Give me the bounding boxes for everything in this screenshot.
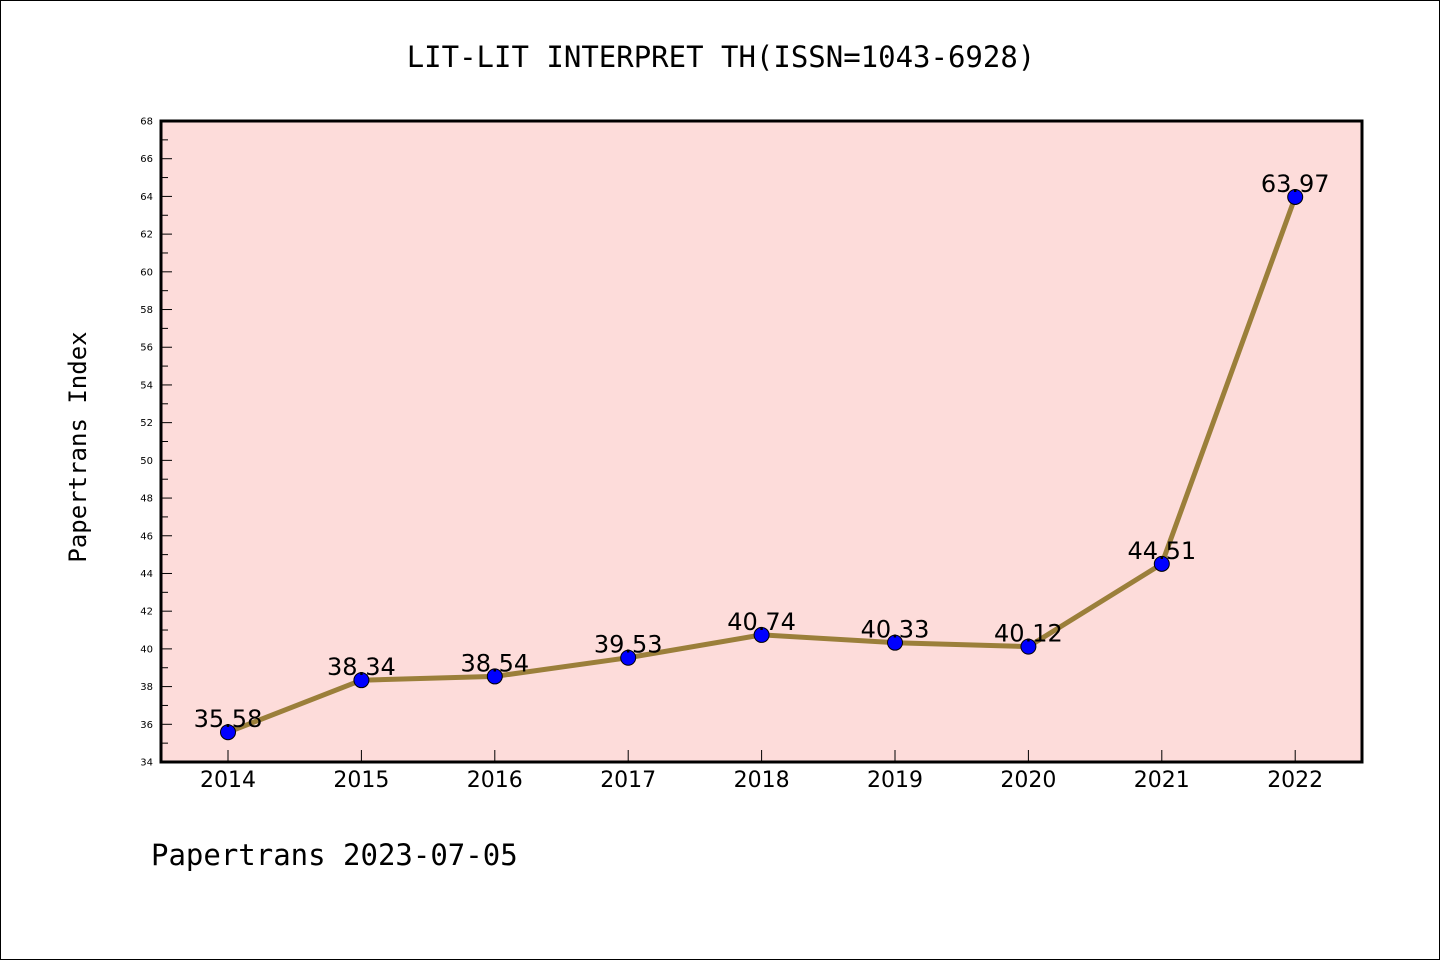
y-tick-label: 36 [140, 720, 153, 731]
data-point-marker [887, 634, 903, 651]
x-tick-label: 2019 [867, 768, 923, 793]
y-tick-label: 54 [140, 380, 153, 391]
y-tick-label: 38 [140, 682, 153, 693]
data-value-label: 38.34 [327, 653, 396, 681]
y-tick-label: 52 [140, 418, 153, 429]
x-tick-label: 2015 [333, 768, 389, 793]
y-tick-label: 44 [140, 569, 153, 580]
y-tick-label: 34 [140, 758, 153, 769]
data-point-marker [1153, 555, 1170, 572]
data-value-label: 40.74 [727, 608, 796, 636]
series-markers [220, 188, 1304, 741]
data-value-label: 39.53 [594, 631, 663, 659]
y-axis-label: Papertrans Index [64, 331, 92, 562]
data-point-marker [1020, 638, 1037, 655]
y-axis: 34 36 38 40 42 44 46 48 50 52 54 56 58 60 62 64 66 68 [140, 117, 172, 769]
y-tick-label: 50 [140, 456, 153, 467]
x-tick-label: 2021 [1134, 768, 1190, 793]
footer-source-date: Papertrans 2023-07-05 [151, 838, 518, 872]
data-value-label: 40.12 [994, 620, 1063, 648]
data-labels: 35.58 38.34 38.54 39.53 40.74 40.33 40.12 44.51… [194, 170, 1330, 733]
x-tick-label: 2014 [200, 768, 256, 793]
y-tick-label: 60 [140, 267, 153, 278]
data-point-marker [220, 724, 236, 741]
y-tick-label: 58 [140, 305, 153, 316]
data-value-label: 63.97 [1261, 170, 1330, 198]
y-tick-label: 48 [140, 494, 153, 505]
data-point-marker [753, 626, 770, 643]
data-value-label: 40.33 [861, 616, 930, 644]
data-point-marker [620, 649, 637, 666]
y-tick-label: 56 [140, 343, 153, 354]
data-value-label: 44.51 [1127, 537, 1196, 565]
x-tick-label: 2020 [1000, 768, 1056, 793]
x-tick-label: 2016 [467, 768, 523, 793]
y-tick-label: 64 [140, 192, 153, 203]
x-tick-label: 2018 [734, 768, 790, 793]
x-axis: 2014 2015 2016 2017 2018 2019 2020 2021 2022 [200, 750, 1323, 793]
data-point-marker [486, 668, 503, 685]
y-tick-label: 68 [140, 117, 153, 128]
data-point-marker [353, 672, 370, 689]
data-value-label: 38.54 [460, 649, 529, 677]
y-tick-label: 66 [140, 154, 153, 165]
plot-area [159, 119, 1364, 764]
data-point-marker [1287, 188, 1304, 205]
x-tick-label: 2022 [1267, 768, 1323, 793]
data-value-label: 35.58 [194, 705, 263, 733]
y-tick-label: 46 [140, 531, 153, 542]
chart-title: LIT-LIT INTERPRET TH(ISSN=1043-6928) [407, 40, 1036, 74]
y-tick-label: 40 [140, 644, 153, 655]
y-tick-label: 62 [140, 230, 153, 241]
y-tick-label: 42 [140, 607, 153, 618]
x-tick-label: 2017 [600, 768, 656, 793]
